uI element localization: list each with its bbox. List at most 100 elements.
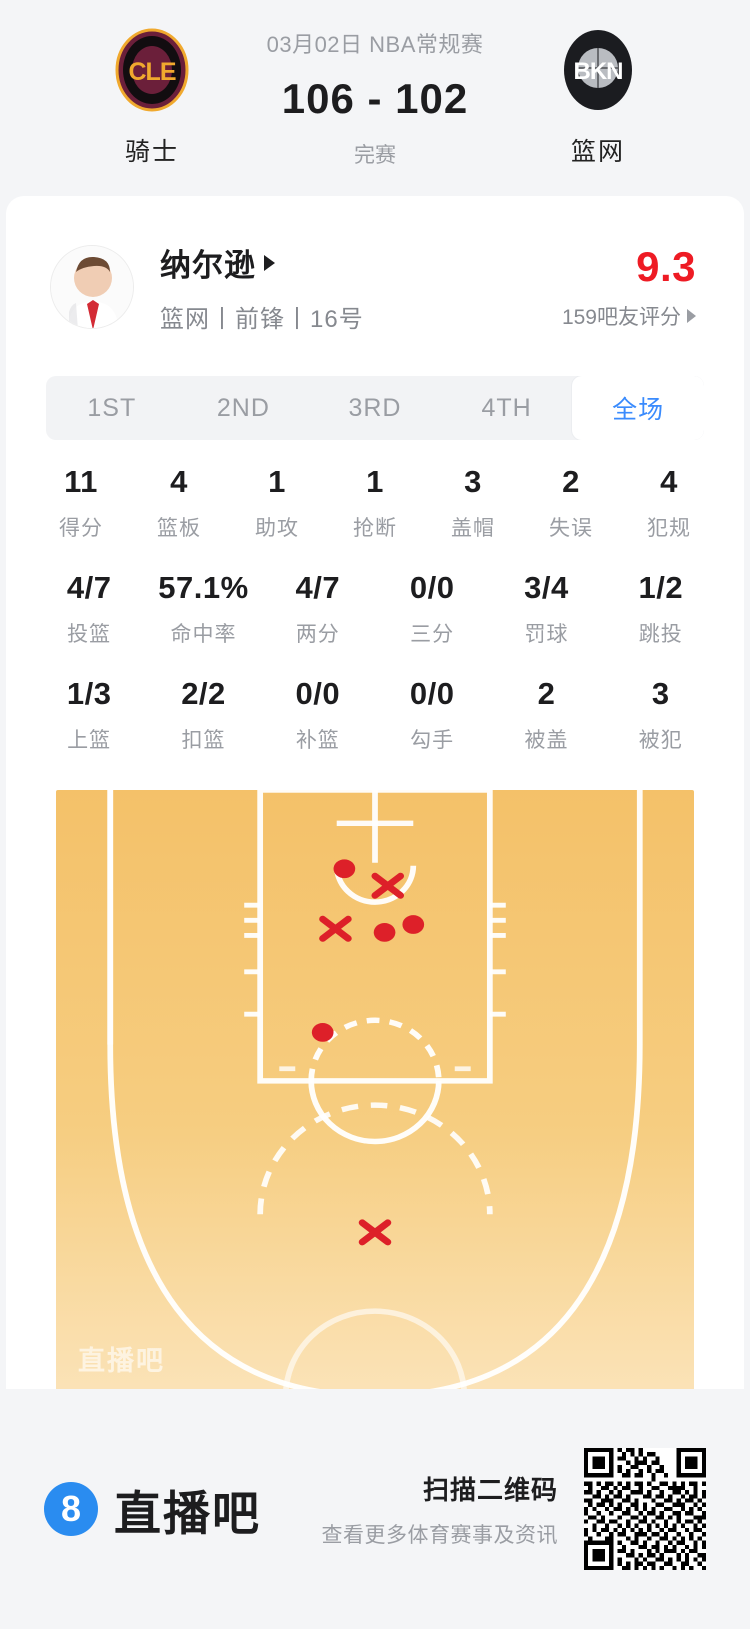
- nets-logo: BKN: [556, 28, 640, 112]
- player-card: 纳尔逊 篮网丨前锋丨16号 9.3 159吧友评分 1ST 2ND 3RD 4T…: [6, 196, 744, 1396]
- stat-label: 篮板: [157, 517, 201, 540]
- match-status: 完赛: [354, 144, 396, 167]
- stat-label: 被盖: [524, 729, 569, 752]
- player-meta: 篮网丨前锋丨16号: [160, 306, 364, 333]
- stat-label: 失误: [549, 517, 593, 540]
- player-info: 纳尔逊 篮网丨前锋丨16号: [160, 240, 562, 334]
- player-header: 纳尔逊 篮网丨前锋丨16号 9.3 159吧友评分: [6, 196, 744, 364]
- stat-rebounds: 4 篮板: [130, 464, 228, 542]
- stat-label: 补篮: [295, 729, 340, 752]
- stat-value: 1/2: [638, 570, 684, 605]
- stat-row-shooting: 4/7 投篮 57.1% 命中率 4/7 两分 0/0 三分 3/4 罚球: [32, 570, 718, 648]
- stat-value: 3: [464, 464, 482, 499]
- qr-text: 扫描二维码 查看更多体育赛事及资讯: [322, 1470, 559, 1549]
- stat-layups: 1/3 上篮: [32, 676, 146, 754]
- stat-label: 命中率: [170, 623, 237, 646]
- stat-dunks: 2/2 扣篮: [146, 676, 260, 754]
- player-avatar: [50, 245, 134, 329]
- stat-value: 4: [170, 464, 188, 499]
- stat-hook-shots: 0/0 勾手: [375, 676, 489, 754]
- stat-fouls: 4 犯规: [620, 464, 718, 542]
- stat-label: 两分: [295, 623, 340, 646]
- stat-label: 罚球: [524, 623, 569, 646]
- stat-row-shot-types: 1/3 上篮 2/2 扣篮 0/0 补篮 0/0 勾手 2 被盖: [32, 676, 718, 754]
- stat-field-goals: 4/7 投篮: [32, 570, 146, 648]
- brand-logo[interactable]: 8 直播吧: [44, 1475, 261, 1544]
- stat-blocks: 3 盖帽: [424, 464, 522, 542]
- scoreboard: CLE 骑士 03月02日 NBA常规赛 106 - 102 完赛 BKN 篮网: [0, 0, 750, 196]
- home-team-name: 骑士: [124, 138, 179, 166]
- qr-code-icon[interactable]: [584, 1448, 706, 1570]
- stat-label: 上篮: [67, 729, 112, 752]
- stat-points: 11 得分: [32, 464, 130, 542]
- stat-value: 1: [366, 464, 384, 499]
- stat-label: 盖帽: [451, 517, 495, 540]
- stat-jump-shots: 1/2 跳投: [604, 570, 718, 648]
- stat-value: 4/7: [66, 570, 112, 605]
- stat-label: 抢断: [353, 517, 397, 540]
- court-diagram: [56, 790, 694, 1396]
- stat-label: 投篮: [67, 623, 112, 646]
- period-tabs: 1ST 2ND 3RD 4TH 全场: [46, 376, 704, 440]
- brand-mark-icon: 8: [44, 1482, 98, 1536]
- rating-value: 9.3: [636, 243, 696, 290]
- stat-value: 2/2: [181, 676, 226, 711]
- stat-label: 三分: [410, 623, 455, 646]
- score-block: 03月02日 NBA常规赛 106 - 102 完赛: [252, 27, 498, 169]
- stat-value: 0/0: [409, 570, 455, 605]
- rating-block[interactable]: 9.3 159吧友评分: [562, 243, 700, 331]
- stat-shots-blocked: 2 被盖: [489, 676, 603, 754]
- stat-turnovers: 2 失误: [522, 464, 620, 542]
- tab-1st[interactable]: 1ST: [87, 393, 137, 422]
- brand-name: 直播吧: [114, 1486, 261, 1540]
- stat-label: 助攻: [255, 517, 299, 540]
- rating-label: 159吧友评分: [561, 306, 681, 329]
- tab-3rd[interactable]: 3RD: [348, 393, 402, 422]
- court-watermark: 直播吧: [78, 1346, 165, 1376]
- stat-value: 57.1%: [158, 570, 249, 605]
- stat-label: 得分: [59, 517, 103, 540]
- player-name: 纳尔逊: [160, 248, 256, 283]
- stat-two-pointers: 4/7 两分: [261, 570, 375, 648]
- stat-value: 2: [562, 464, 580, 499]
- qr-subtitle: 查看更多体育赛事及资讯: [321, 1523, 558, 1547]
- svg-text:BKN: BKN: [574, 58, 623, 85]
- stat-value: 4/7: [295, 570, 341, 605]
- stats-grid: 11 得分 4 篮板 1 助攻 1 抢断 3 盖帽: [6, 440, 744, 790]
- stat-label: 勾手: [410, 729, 455, 752]
- tab-2nd[interactable]: 2ND: [216, 393, 270, 422]
- stat-free-throws: 3/4 罚球: [489, 570, 603, 648]
- stat-three-pointers: 0/0 三分: [375, 570, 489, 648]
- stat-row-basic: 11 得分 4 篮板 1 助攻 1 抢断 3 盖帽: [32, 464, 718, 542]
- qr-title: 扫描二维码: [422, 1474, 558, 1505]
- shot-chart[interactable]: 直播吧: [56, 790, 694, 1396]
- qr-block: 扫描二维码 查看更多体育赛事及资讯: [322, 1448, 706, 1570]
- chevron-right-small-icon: [687, 309, 696, 323]
- away-team[interactable]: BKN 篮网: [498, 28, 698, 168]
- stat-label: 跳投: [638, 623, 683, 646]
- svg-text:CLE: CLE: [129, 58, 176, 86]
- stat-value: 4: [660, 464, 678, 499]
- stat-steals: 1 抢断: [326, 464, 424, 542]
- stat-value: 0/0: [409, 676, 455, 711]
- stat-label: 犯规: [647, 517, 691, 540]
- home-team[interactable]: CLE 骑士: [52, 28, 252, 168]
- stat-value: 1: [268, 464, 286, 499]
- stat-value: 1/3: [66, 676, 112, 711]
- player-name-row[interactable]: 纳尔逊: [160, 240, 562, 285]
- tab-4th[interactable]: 4TH: [481, 393, 532, 422]
- final-score: 106 - 102: [281, 75, 469, 122]
- stat-value: 3: [651, 676, 670, 711]
- stat-value: 0/0: [295, 676, 341, 711]
- shot-chart-wrap: 直播吧: [6, 790, 744, 1396]
- stat-label: 被犯: [638, 729, 683, 752]
- tab-full-game[interactable]: 全场: [572, 376, 704, 440]
- shot-markers: [311, 859, 425, 1246]
- cavaliers-logo: CLE: [110, 28, 194, 112]
- away-team-name: 篮网: [570, 138, 625, 166]
- stat-value: 3/4: [524, 570, 569, 605]
- rating-label-row: 159吧友评分: [562, 301, 696, 331]
- footer: 8 直播吧 扫描二维码 查看更多体育赛事及资讯: [0, 1389, 750, 1629]
- stat-fg-percent: 57.1% 命中率: [146, 570, 260, 648]
